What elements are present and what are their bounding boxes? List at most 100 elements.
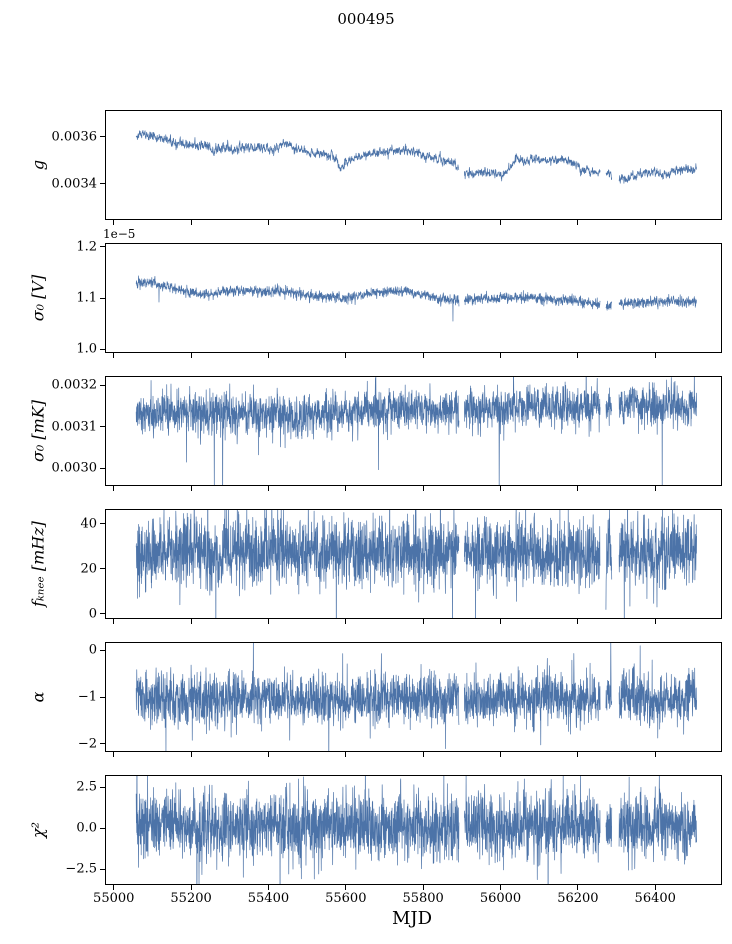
x-tick-label: 56400 [634, 891, 676, 906]
x-tick-label: 56000 [479, 891, 522, 906]
subplot-panel-sigma0-mk: σ₀ [mK] 0.0030 0.0031 0.0032 [29, 376, 722, 491]
x-tick [113, 752, 115, 757]
x-tick [267, 353, 269, 358]
timeseries-canvas-chi2 [106, 776, 721, 884]
x-tick [422, 885, 424, 890]
y-axis-label-g: g [28, 159, 48, 171]
x-tick [190, 220, 192, 225]
x-tick [345, 619, 347, 624]
x-tick [577, 752, 579, 757]
y-axis-label-sigma0-mk: σ₀ [mK] [28, 399, 48, 463]
y-tick-label: 1.1 [76, 290, 97, 306]
y-tick [100, 183, 105, 185]
timeseries-canvas-g [106, 111, 721, 219]
figure-title: 000495 [337, 10, 395, 28]
y-tick [100, 467, 105, 469]
y-tick [100, 136, 105, 138]
y-tick [100, 743, 105, 745]
y-tick-label: 0.0031 [51, 419, 98, 435]
x-tick [422, 619, 424, 624]
x-tick [190, 619, 192, 624]
x-tick-label: 55000 [93, 891, 135, 906]
x-tick [500, 353, 502, 358]
x-tick [422, 752, 424, 757]
x-tick [577, 220, 579, 225]
x-tick [345, 486, 347, 491]
x-tick [190, 486, 192, 491]
y-tick-label: 20 [80, 561, 97, 576]
subplot-panel-chi2: χ² −2.5 0.0 2.5 55000 55200 55400 55600 55800 560… [29, 775, 722, 905]
y-tick-label: 2.5 [76, 779, 97, 795]
x-tick [500, 752, 502, 757]
x-tick [113, 619, 115, 624]
x-axis-label: MJD [391, 908, 433, 929]
x-tick [654, 885, 656, 890]
x-tick [500, 619, 502, 624]
x-tick-label: 56200 [557, 891, 599, 906]
y-tick [100, 348, 105, 350]
y-tick-label: −2.5 [65, 861, 97, 877]
x-tick [500, 486, 502, 491]
x-tick [113, 220, 115, 225]
y-tick [100, 827, 105, 829]
x-tick [654, 619, 656, 624]
x-tick [345, 885, 347, 890]
y-tick [100, 523, 105, 524]
x-tick [654, 752, 656, 757]
y-axis-label-chi2: χ² [28, 821, 48, 839]
y-tick [100, 613, 105, 614]
y-tick-label: 0 [88, 642, 97, 658]
y-tick-label: 40 [80, 516, 97, 531]
y-tick-label: 0.0034 [51, 176, 98, 192]
x-tick [267, 885, 269, 890]
x-tick-label: 55800 [402, 891, 444, 906]
x-tick [267, 619, 269, 624]
x-tick [422, 486, 424, 491]
y-tick-label: 0.0036 [51, 129, 98, 145]
x-tick [577, 486, 579, 491]
y-tick [100, 786, 105, 788]
y-tick [100, 696, 105, 698]
x-tick [190, 885, 192, 890]
timeseries-canvas-fknee [106, 510, 721, 618]
x-tick [422, 353, 424, 358]
y-axis-label-fknee: fₖₙₑₑ [mHz] [28, 521, 48, 607]
x-tick [190, 353, 192, 358]
x-tick [654, 353, 656, 358]
x-tick-label: 55600 [325, 891, 367, 906]
y-tick [100, 868, 105, 870]
x-tick [345, 220, 347, 225]
subplot-panel-fknee: fₖₙₑₑ [mHz] 0 20 40 [29, 509, 722, 624]
x-tick [577, 353, 579, 358]
x-tick [113, 486, 115, 491]
x-tick [345, 353, 347, 358]
y-tick [100, 568, 105, 569]
timeseries-canvas-sigma0-v [106, 244, 721, 352]
y-tick-label: 1.2 [76, 239, 97, 255]
y-tick [100, 426, 105, 428]
y-tick-label: 0 [88, 606, 97, 621]
y-tick-label: 0.0 [76, 820, 97, 836]
x-tick [577, 619, 579, 624]
y-tick-label: 1.0 [76, 341, 97, 357]
x-tick [190, 752, 192, 757]
x-tick [422, 220, 424, 225]
y-tick-label: −2 [77, 736, 97, 752]
x-tick [500, 220, 502, 225]
subplot-panel-sigma0-v: σ₀ [V] 1.0 1.1 1.2 1e−5 [29, 227, 722, 358]
y-tick [100, 649, 105, 651]
y-tick-label: −1 [77, 689, 97, 705]
y-axis-label-alpha: α [28, 691, 48, 703]
subplot-panel-g: g 0.0034 0.0036 [29, 110, 722, 225]
y-tick [100, 246, 105, 248]
timeseries-canvas-alpha [106, 643, 721, 751]
y-axis-label-sigma0-v: σ₀ [V] [28, 274, 48, 322]
timeseries-canvas-sigma0-mk [106, 377, 721, 485]
y-tick-label: 0.0032 [51, 377, 98, 393]
x-tick [113, 353, 115, 358]
x-tick [654, 220, 656, 225]
x-tick [345, 752, 347, 757]
x-tick [267, 220, 269, 225]
axis-offset-label: 1e−5 [103, 227, 136, 241]
